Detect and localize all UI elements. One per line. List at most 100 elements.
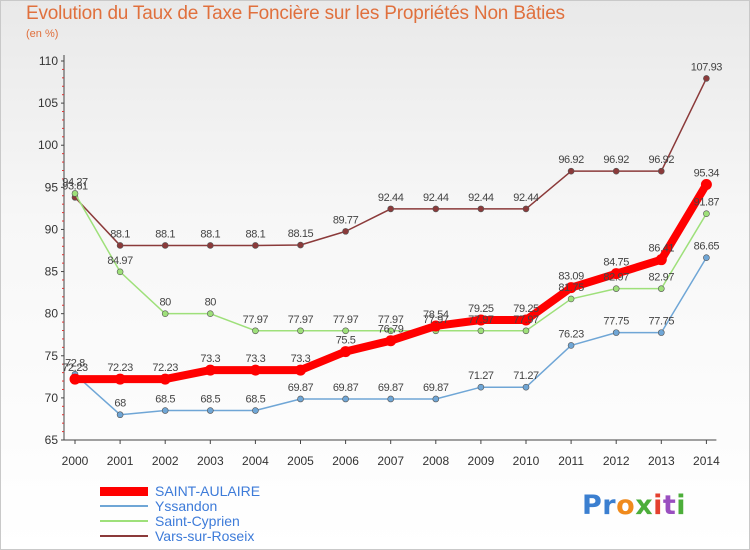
data-point [477,327,485,335]
data-point [432,395,440,403]
data-point [252,242,259,249]
data-label: 80 [159,297,171,309]
data-label: 96.92 [649,154,675,166]
data-label: 92.44 [513,192,539,204]
data-labels: 72.23 72.23 72.23 73.3 73.3 73.3 75.5 76.79 78.5… [62,61,722,409]
data-label: 84.97 [107,255,133,267]
legend-swatch [100,486,148,496]
data-label: 88.15 [288,228,314,240]
x-tick-label: 2004 [242,454,269,468]
data-point [297,241,304,249]
data-label: 107.93 [691,61,723,73]
data-point [114,373,126,385]
data-point [69,373,81,385]
data-label: 77.97 [378,314,404,326]
data-point [159,373,171,385]
data-label: 93.81 [62,180,88,192]
data-point [610,268,622,280]
data-point [204,364,216,376]
data-label: 75.5 [336,335,356,347]
proxiti-logo: Proxiti [582,490,687,521]
data-point [612,167,620,175]
data-point [657,285,665,292]
legend-swatch [100,520,148,522]
legend-swatch [100,505,148,507]
data-point [703,210,710,217]
data-label: 68.5 [155,394,175,406]
data-label: 72.23 [62,362,88,374]
data-label: 81.75 [558,282,584,294]
data-label: 71.27 [513,370,539,382]
legend-label: Yssandon [155,498,218,514]
data-label: 76.23 [558,328,584,340]
data-label: 77.97 [423,314,449,326]
x-tick-label: 2009 [468,454,495,468]
data-label: 77.97 [243,314,269,326]
data-point [161,242,169,249]
data-label: 72.23 [107,362,133,374]
x-tick-label: 2002 [152,454,179,468]
y-tick-label: 90 [45,222,59,236]
x-tick-label: 2000 [62,454,89,468]
y-tick-label: 100 [38,138,58,152]
data-point [567,295,575,303]
series-lines [69,75,712,419]
data-label: 86.41 [649,243,675,255]
data-label: 73.3 [200,353,220,365]
data-point [567,342,575,349]
data-point [385,335,397,347]
data-label: 69.87 [333,382,359,394]
data-label: 92.44 [423,192,449,204]
data-point [565,282,577,294]
chart-title: Evolution du Taux de Taxe Foncière sur l… [26,3,565,24]
data-label: 71.27 [468,370,494,382]
data-label: 69.87 [423,382,449,394]
data-point [387,205,395,213]
data-label: 77.97 [513,314,539,326]
data-point [703,75,710,82]
data-label: 78.54 [423,309,449,321]
data-point [342,327,349,335]
data-point [252,407,259,414]
data-label: 77.75 [603,316,629,328]
x-tick-label: 2008 [422,454,449,468]
data-label: 86.65 [694,241,720,253]
y-tick-label: 110 [39,54,58,68]
x-tick-label: 2003 [197,454,224,468]
data-point [116,268,124,276]
x-tick-label: 2005 [287,454,314,468]
data-point [342,228,349,235]
data-point [116,411,124,419]
data-label: 92.44 [468,192,494,204]
data-point [71,190,79,197]
data-label: 77.97 [288,314,314,326]
data-point [295,364,306,376]
x-tick-label: 2012 [603,454,630,468]
data-label: 69.87 [378,382,404,394]
x-tick-label: 2014 [693,454,720,468]
data-label: 72.8 [65,357,85,369]
legend-label: Vars-sur-Roseix [155,528,255,544]
data-point [297,395,304,403]
data-point [612,329,620,336]
data-point [700,178,712,190]
y-tick-label: 105 [38,96,58,110]
data-label: 88.1 [155,228,175,240]
data-point [161,310,169,317]
legend-swatch [100,535,148,537]
data-label: 77.97 [333,314,359,326]
data-point [116,242,124,249]
data-point [703,254,710,261]
data-point [477,205,485,213]
chart-subtitle: (en %) [26,28,59,40]
data-point [522,327,530,335]
x-tick-label: 2011 [558,454,584,468]
legend-label: SAINT-AULAIRE [155,483,261,499]
data-label: 69.87 [288,382,314,394]
data-label: 92.44 [378,192,404,204]
data-label: 96.92 [558,154,584,166]
data-point [342,395,349,403]
data-label: 82.97 [603,272,629,284]
data-point [477,383,485,391]
data-label: 73.3 [291,353,311,365]
